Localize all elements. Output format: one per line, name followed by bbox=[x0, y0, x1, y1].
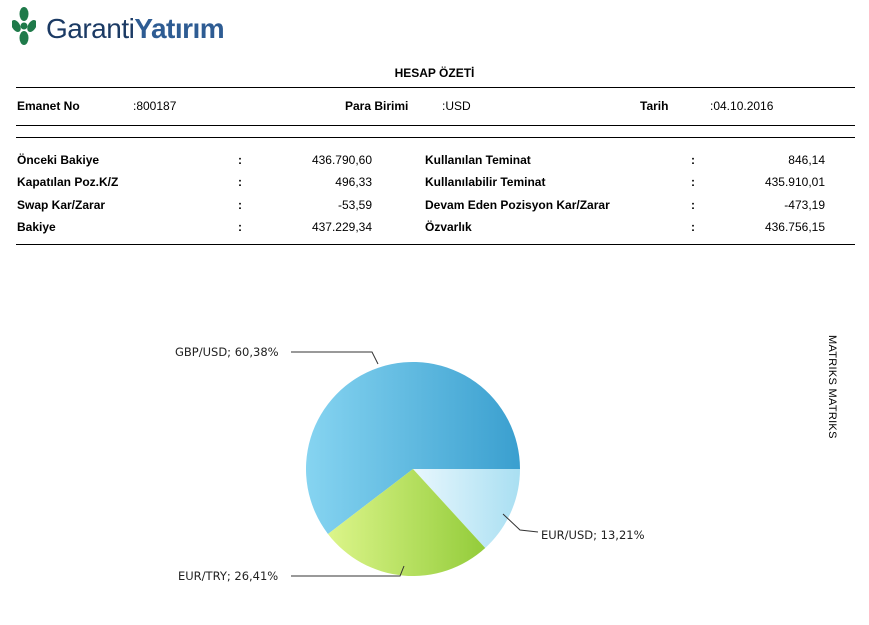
leader-line-eur-usd bbox=[502, 513, 539, 533]
summary-value: 435.910,01 bbox=[764, 175, 825, 189]
account-value: :800187 bbox=[133, 99, 177, 113]
divider bbox=[16, 125, 855, 126]
summary-colon: : bbox=[238, 220, 242, 234]
divider bbox=[16, 137, 855, 138]
pie-label-gbp-usd: GBP/USD; 60,38% bbox=[175, 345, 279, 359]
side-watermark-text: MATRIKS MATRIKS bbox=[826, 335, 838, 439]
summary-colon: : bbox=[238, 153, 242, 167]
summary-value: -473,19 bbox=[784, 198, 825, 212]
clover-logo-icon bbox=[12, 7, 36, 45]
summary-colon: : bbox=[691, 175, 695, 189]
divider bbox=[16, 244, 855, 245]
logo-word-yatirim: Yatırım bbox=[134, 13, 225, 44]
pie-slice-eur-try bbox=[327, 469, 486, 576]
summary-label: Bakiye bbox=[17, 220, 56, 234]
date-value: :04.10.2016 bbox=[710, 99, 774, 113]
logo-word-garanti: Garanti bbox=[46, 13, 135, 44]
summary-label: Kullanılan Teminat bbox=[425, 153, 531, 167]
page-title: HESAP ÖZETİ bbox=[394, 66, 475, 80]
summary-label: Önceki Bakiye bbox=[17, 153, 100, 167]
garanti-yatirim-logo: GarantiYatırım bbox=[12, 6, 225, 50]
summary-label: Swap Kar/Zarar bbox=[17, 198, 106, 212]
summary-value: -53,59 bbox=[337, 198, 372, 212]
currency-value: :USD bbox=[442, 99, 471, 113]
summary-colon: : bbox=[691, 153, 695, 167]
pie-label-eur-try: EUR/TRY; 26,41% bbox=[178, 569, 279, 583]
summary-label: Kapatılan Poz.K/Z bbox=[17, 175, 119, 189]
summary-value: 437.229,34 bbox=[311, 220, 372, 234]
summary-label: Kullanılabilir Teminat bbox=[425, 175, 546, 189]
summary-colon: : bbox=[691, 198, 695, 212]
summary-colon: : bbox=[238, 175, 242, 189]
pie-label-eur-usd: EUR/USD; 13,21% bbox=[541, 528, 645, 542]
leader-line-eur-try bbox=[291, 565, 405, 577]
account-label: Emanet No bbox=[17, 99, 80, 113]
logo-wordmark: GarantiYatırım bbox=[46, 13, 225, 45]
summary-value: 846,14 bbox=[788, 153, 825, 167]
summary-value: 436.756,15 bbox=[764, 220, 825, 234]
summary-value: 436.790,60 bbox=[311, 153, 372, 167]
currency-label: Para Birimi bbox=[345, 99, 409, 113]
divider bbox=[16, 87, 855, 88]
summary-value: 496,33 bbox=[335, 175, 372, 189]
pie-slice-eur-usd bbox=[413, 469, 520, 548]
summary-colon: : bbox=[238, 198, 242, 212]
pie-slice-gbp-usd bbox=[306, 361, 520, 534]
date-label: Tarih bbox=[640, 99, 669, 113]
summary-colon: : bbox=[691, 220, 695, 234]
summary-label: Devam Eden Pozisyon Kar/Zarar bbox=[425, 198, 610, 212]
leader-line-gbp-usd bbox=[291, 351, 379, 365]
summary-label: Özvarlık bbox=[425, 220, 472, 234]
